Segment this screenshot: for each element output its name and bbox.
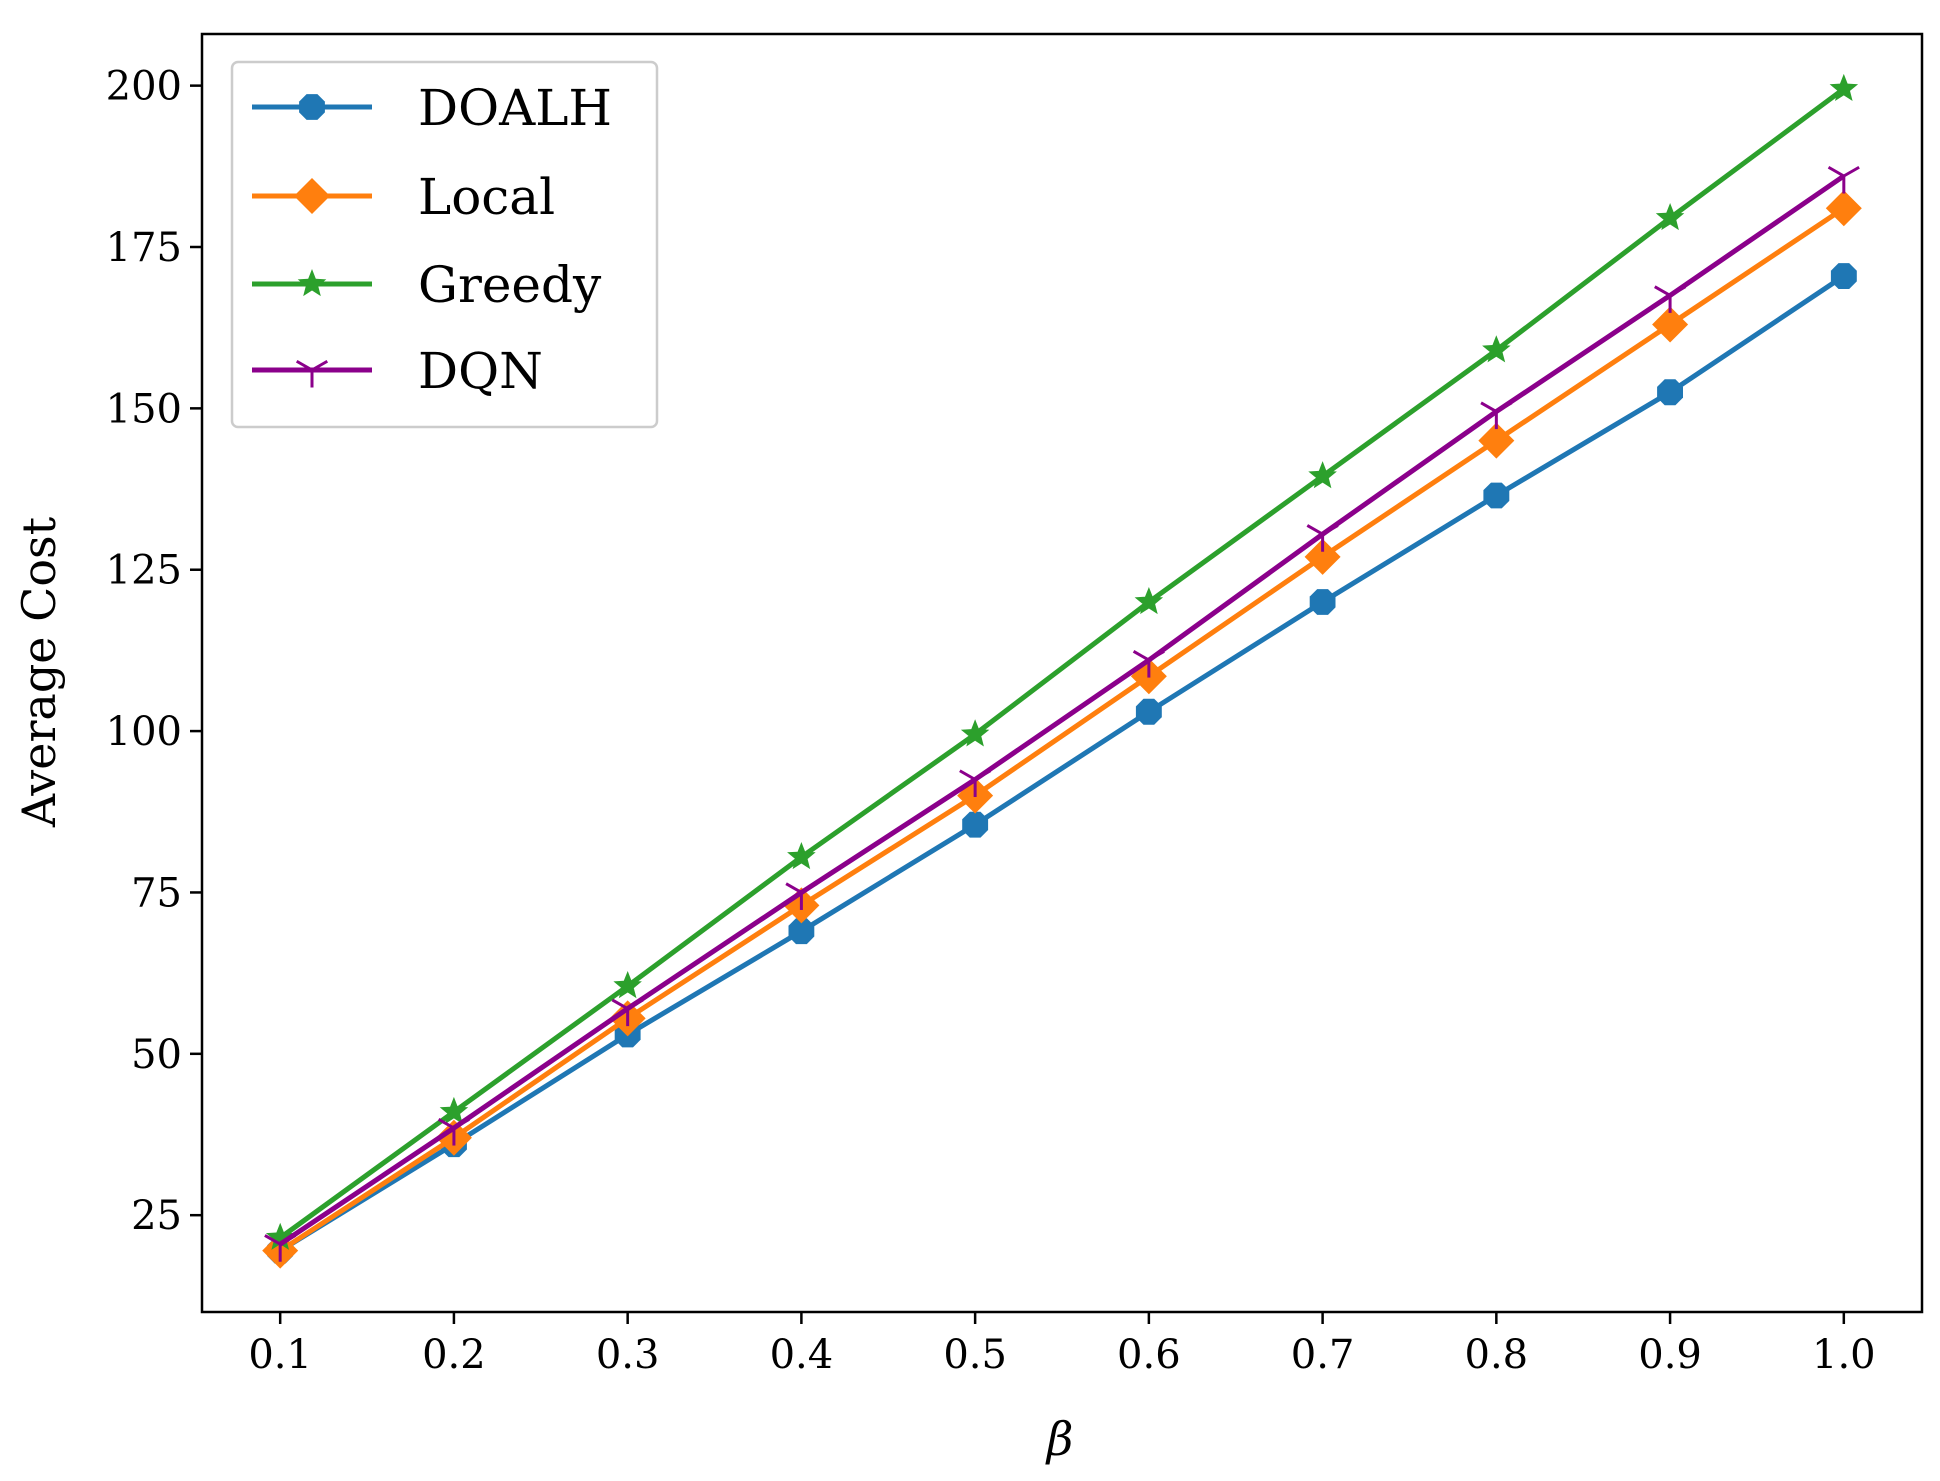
- series-line-local: [278, 206, 1846, 1253]
- data-point-dqn-9: [1827, 165, 1860, 194]
- series-line-greedy: [278, 86, 1846, 1240]
- data-point-dqn-6: [1306, 524, 1339, 552]
- data-point-local-7: [1478, 422, 1515, 459]
- x-tick-label: 0.9: [1638, 1332, 1702, 1378]
- x-tick-label: 0.1: [248, 1332, 312, 1378]
- plot-frame: [200, 32, 1924, 1314]
- y-tick-label: 175: [106, 225, 182, 271]
- data-point-local-9: [1825, 190, 1862, 227]
- y-tick-label: 50: [131, 1032, 182, 1078]
- series-line-doalh: [278, 273, 1846, 1253]
- axes: 0.1 0.2 0.3 0.4 0.5 0.6 0.7 0.8 0.9 1.0 25 50 75 100 1…: [106, 32, 1924, 1378]
- data-point-greedy-4: [960, 719, 990, 747]
- legend-label: DOALH: [418, 79, 612, 137]
- data-point-greedy-1: [439, 1096, 469, 1124]
- data-point-local-6: [1304, 538, 1341, 575]
- data-point-doalh-7: [1483, 482, 1510, 509]
- x-tick-label: 0.3: [596, 1332, 660, 1378]
- legend-marker-local: [294, 178, 330, 214]
- data-point-dqn-1: [437, 1117, 470, 1146]
- data-point-dqn-0: [264, 1234, 297, 1262]
- data-point-dqn-4: [959, 769, 992, 797]
- legend-label: DQN: [418, 342, 543, 400]
- data-point-dqn-3: [785, 882, 818, 910]
- legend-label: Local: [418, 168, 555, 226]
- data-point-doalh-3: [788, 918, 815, 945]
- legend-label: Greedy: [418, 256, 602, 314]
- data-point-greedy-0: [265, 1222, 295, 1250]
- data-point-doalh-6: [1309, 589, 1336, 615]
- data-point-local-8: [1652, 306, 1689, 343]
- x-tick-label: 0.4: [770, 1332, 834, 1378]
- data-point-greedy-8: [1655, 203, 1685, 231]
- data-point-dqn-5: [1132, 650, 1165, 678]
- data-point-greedy-2: [613, 971, 642, 999]
- legend: DOALH Local Greedy DQN: [230, 60, 659, 429]
- data-point-dqn-2: [611, 998, 644, 1027]
- y-tick-label: 150: [106, 386, 182, 432]
- legend-marker-dqn: [295, 359, 329, 388]
- data-point-greedy-9: [1829, 73, 1859, 101]
- plot-area: [262, 73, 1862, 1269]
- y-tick-label: 75: [131, 870, 182, 916]
- legend-marker-doalh: [299, 94, 325, 120]
- data-point-dqn-8: [1654, 285, 1687, 313]
- data-point-doalh-4: [962, 811, 989, 838]
- legend-box: [230, 60, 659, 429]
- y-tick-label: 25: [131, 1193, 182, 1239]
- data-point-greedy-6: [1308, 461, 1337, 489]
- legend-item-doalh: DOALH: [252, 79, 612, 137]
- x-axis-title: β: [1045, 1412, 1074, 1466]
- data-point-doalh-9: [1830, 263, 1857, 289]
- y-tick-label: 100: [106, 709, 182, 755]
- y-tick-label: 200: [106, 64, 182, 110]
- legend-marker-greedy: [297, 269, 327, 297]
- data-point-greedy-3: [787, 842, 816, 870]
- data-point-doalh-8: [1657, 379, 1683, 406]
- x-tick-label: 0.7: [1291, 1332, 1355, 1378]
- x-tick-label: 0.6: [1117, 1332, 1181, 1378]
- x-tick-label: 0.2: [422, 1332, 486, 1378]
- x-tick-label: 1.0: [1812, 1332, 1876, 1378]
- x-tick-label: 0.5: [943, 1332, 1007, 1378]
- legend-item-local: Local: [252, 168, 555, 226]
- x-tick-label: 0.8: [1465, 1332, 1529, 1378]
- series-line-dqn: [278, 173, 1846, 1247]
- y-axis-title: Average Cost: [12, 516, 66, 828]
- data-point-greedy-7: [1482, 335, 1511, 363]
- y-tick-label: 125: [106, 548, 182, 594]
- data-point-doalh-5: [1135, 698, 1162, 725]
- data-point-greedy-5: [1134, 587, 1164, 615]
- data-point-dqn-7: [1480, 401, 1513, 430]
- legend-item-greedy: Greedy: [252, 256, 602, 314]
- legend-item-dqn: DQN: [252, 342, 543, 400]
